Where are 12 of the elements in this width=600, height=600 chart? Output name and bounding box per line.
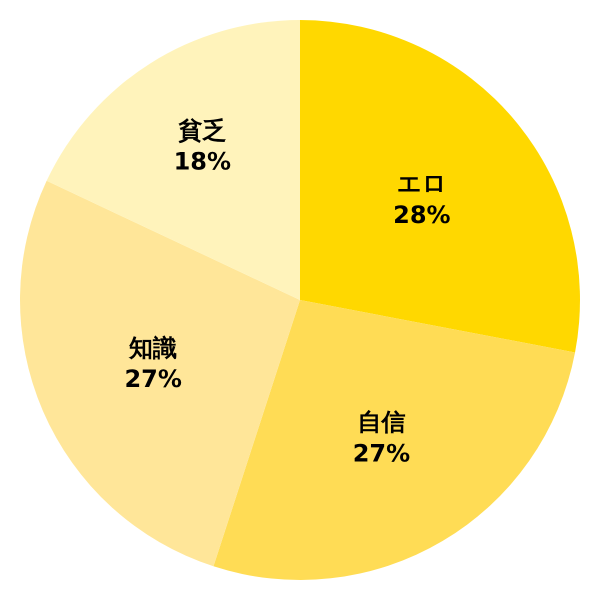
slice-label: エロ (396, 170, 447, 198)
pie-slice (46, 20, 300, 300)
slice-label: 貧乏 (177, 116, 226, 144)
pie-slice (300, 20, 580, 352)
data-label: 27% (352, 439, 410, 468)
pie-slice (20, 180, 300, 566)
pie-slice (213, 300, 576, 580)
slice-label: 知識 (128, 334, 178, 362)
data-label: 28% (393, 200, 451, 229)
slice-label: 自信 (357, 408, 406, 436)
data-label: 27% (124, 365, 182, 394)
data-label: 18% (174, 148, 232, 176)
